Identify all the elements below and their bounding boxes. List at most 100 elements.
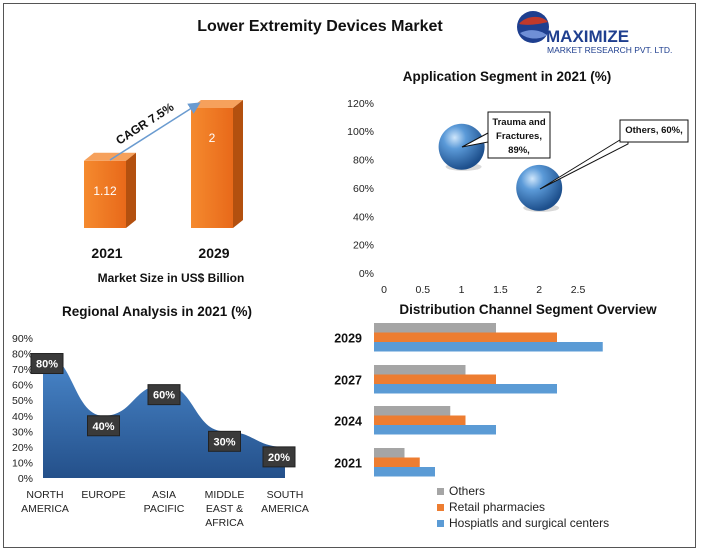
logo-subtitle: MARKET RESEARCH PVT. LTD.	[547, 45, 672, 55]
logo: MAXIMIZE MARKET RESEARCH PVT. LTD.	[517, 11, 672, 55]
bar	[374, 457, 420, 467]
bar-side	[233, 100, 243, 228]
chart-title: Application Segment in 2021 (%)	[403, 69, 612, 84]
bar	[374, 448, 405, 458]
cagr-arrow	[109, 102, 201, 161]
data-point	[438, 123, 485, 170]
bar	[84, 160, 126, 228]
data-label-box	[208, 430, 241, 452]
legend-label: Others	[449, 484, 485, 498]
legend-label: Hospiatls and surgical centers	[449, 516, 609, 530]
bar	[191, 108, 233, 228]
globe-logo-icon	[517, 11, 549, 43]
y-tick-label: 2024	[334, 414, 362, 428]
distribution-channel-chart: Distribution Channel Segment Overview 202…	[334, 302, 657, 530]
x-tick-label: NORTH	[26, 489, 63, 501]
legend-label: Retail pharmacies	[449, 500, 545, 514]
bar	[374, 323, 496, 333]
x-tick-label: 1	[459, 284, 465, 296]
bar	[374, 332, 557, 342]
bar	[374, 406, 451, 416]
x-tick-label: 0	[381, 284, 387, 296]
bar	[374, 365, 466, 375]
callout-box	[619, 119, 689, 143]
data-label: 30%	[213, 436, 235, 448]
bar	[374, 415, 466, 425]
data-label-box	[87, 415, 120, 437]
y-tick-label: 2029	[334, 331, 362, 345]
legend-swatch	[437, 504, 444, 511]
area-series	[43, 353, 285, 478]
y-tick-label: 100%	[347, 126, 374, 138]
y-tick-label: 30%	[12, 426, 33, 438]
y-tick-label: 0%	[18, 473, 33, 485]
y-tick-label: 2021	[334, 456, 362, 470]
bar-side	[126, 152, 136, 228]
data-label-box	[262, 446, 296, 468]
data-point	[516, 164, 563, 211]
bar-value-label: 1.12	[93, 184, 117, 198]
y-tick-label: 120%	[347, 98, 374, 110]
data-label: 80%	[36, 359, 58, 371]
data-label: 60%	[153, 390, 175, 402]
y-tick-label: 20%	[353, 240, 374, 252]
y-tick-label: 80%	[12, 349, 33, 361]
y-tick-label: 90%	[12, 333, 33, 345]
data-label-box	[147, 384, 181, 406]
x-tick-label: ASIA	[152, 489, 176, 501]
y-tick-label: 60%	[353, 183, 374, 195]
data-label: Fractures,	[496, 131, 542, 142]
y-tick-label: 70%	[12, 364, 33, 376]
callout-pointer	[539, 134, 629, 190]
bar	[374, 374, 496, 384]
bar-top	[191, 100, 243, 108]
y-tick-label: 60%	[12, 380, 33, 392]
x-tick-label: AMERICA	[21, 503, 69, 515]
bar-value-label: 2	[209, 131, 216, 145]
chart-title: Distribution Channel Segment Overview	[399, 302, 657, 317]
x-tick-label: AMERICA	[261, 503, 309, 515]
x-tick-label: 2021	[91, 245, 122, 261]
x-tick-label: AFRICA	[205, 517, 244, 529]
chart-title: Regional Analysis in 2021 (%)	[62, 304, 252, 319]
y-tick-label: 2027	[334, 373, 362, 387]
y-tick-label: 20%	[12, 442, 33, 454]
x-tick-label: 2029	[198, 245, 229, 261]
y-tick-label: 80%	[353, 155, 374, 167]
data-label: 40%	[92, 421, 114, 433]
x-tick-label: MIDDLE	[205, 489, 245, 501]
data-label: 20%	[268, 452, 290, 464]
x-tick-label: EUROPE	[81, 489, 125, 501]
y-tick-label: 0%	[359, 268, 374, 280]
data-label: 89%,	[508, 145, 530, 156]
x-tick-label: 2.5	[571, 284, 586, 296]
bar-top	[84, 152, 136, 161]
bar	[374, 467, 435, 477]
x-tick-label: 0.5	[415, 284, 430, 296]
legend-swatch	[437, 488, 444, 495]
x-tick-label: EAST &	[206, 503, 243, 515]
x-tick-label: PACIFIC	[144, 503, 185, 515]
data-label: Others, 60%,	[625, 125, 683, 136]
x-tick-label: SOUTH	[267, 489, 304, 501]
legend-swatch	[437, 520, 444, 527]
regional-analysis-chart: Regional Analysis in 2021 (%) 0% 10% 20% 30%…	[12, 304, 309, 529]
x-tick-label: 1.5	[493, 284, 508, 296]
data-label: Trauma and	[492, 117, 546, 128]
data-label-box	[30, 353, 64, 375]
application-segment-chart: Application Segment in 2021 (%) 0% 20% 40% 6…	[347, 69, 689, 296]
y-tick-label: 10%	[12, 457, 33, 469]
callout-box	[487, 111, 551, 159]
page-title: Lower Extremity Devices Market	[197, 18, 443, 35]
bar	[374, 384, 557, 394]
x-tick-label: 2	[536, 284, 542, 296]
y-tick-label: 40%	[353, 211, 374, 223]
bar	[374, 342, 603, 352]
y-tick-label: 40%	[12, 411, 33, 423]
bar	[374, 425, 496, 435]
y-tick-label: 50%	[12, 395, 33, 407]
logo-name: MAXIMIZE	[546, 27, 629, 46]
x-axis-label: Market Size in US$ Billion	[98, 271, 245, 285]
